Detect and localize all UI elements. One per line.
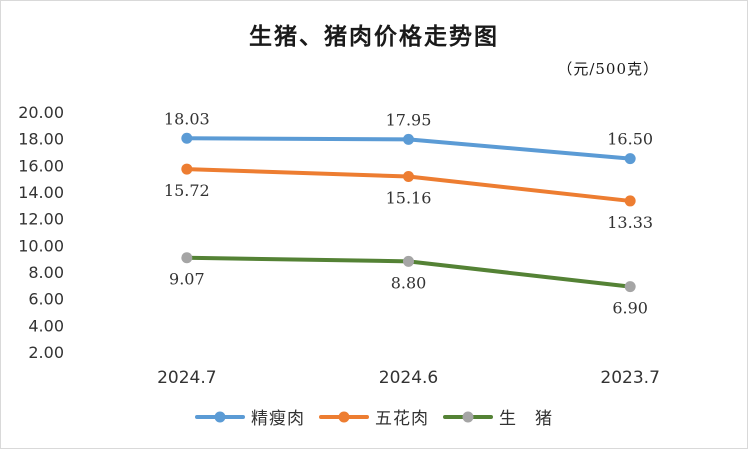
- legend-item: 精瘦肉: [195, 404, 305, 429]
- legend-swatch-marker: [338, 411, 350, 422]
- data-point: [181, 252, 193, 264]
- data-label: 6.90: [612, 299, 648, 318]
- y-tick-label: 16.00: [18, 156, 64, 175]
- data-label: 9.07: [169, 270, 205, 289]
- legend-swatch-icon: [319, 411, 369, 422]
- data-label: 8.80: [391, 273, 427, 292]
- x-tick-label: 2023.7: [600, 368, 659, 388]
- y-tick-label: 18.00: [18, 130, 64, 149]
- series-markers: [181, 132, 636, 293]
- legend: 精瘦肉 五花肉 生 猪: [1, 404, 747, 429]
- y-tick-label: 10.00: [18, 236, 64, 255]
- unit-label: （元/500克）: [557, 60, 659, 78]
- data-label: 13.33: [607, 213, 653, 232]
- x-axis: 2024.7 2024.6 2023.7: [157, 368, 660, 388]
- data-point: [403, 171, 414, 183]
- data-label: 17.95: [386, 110, 432, 129]
- y-tick-label: 14.00: [18, 183, 64, 202]
- y-tick-label: 12.00: [18, 210, 64, 229]
- x-tick-label: 2024.7: [157, 368, 216, 388]
- data-label: 15.16: [386, 189, 432, 208]
- y-tick-label: 4.00: [28, 316, 64, 335]
- data-label: 16.50: [607, 130, 653, 149]
- legend-swatch-icon: [195, 411, 245, 422]
- data-labels: 18.03 17.95 16.50 15.72 15.16 13.33 9.07 8.80 6.…: [164, 109, 653, 317]
- legend-swatch-marker: [462, 411, 474, 422]
- y-tick-label: 6.00: [28, 290, 64, 309]
- data-label: 18.03: [164, 109, 210, 128]
- x-tick-label: 2024.6: [379, 368, 438, 388]
- data-point: [624, 195, 636, 207]
- y-axis: 20.00 18.00 16.00 14.00 12.00 10.00 8.00 6.00 4.…: [18, 103, 64, 362]
- y-tick-label: 20.00: [18, 103, 64, 122]
- data-label: 15.72: [164, 181, 210, 200]
- data-point: [403, 133, 414, 145]
- data-point: [624, 281, 636, 293]
- data-point: [181, 132, 193, 144]
- legend-item: 生 猪: [443, 404, 553, 429]
- y-tick-label: 2.00: [28, 343, 64, 362]
- legend-item: 五花肉: [319, 404, 429, 429]
- legend-swatch-icon: [443, 411, 493, 422]
- legend-label: 精瘦肉: [251, 409, 305, 429]
- legend-swatch-marker: [214, 411, 226, 422]
- chart-title: 生猪、猪肉价格走势图: [249, 23, 499, 50]
- data-point: [403, 255, 414, 267]
- legend-label: 生 猪: [499, 409, 553, 429]
- legend-label: 五花肉: [375, 409, 429, 429]
- data-point: [624, 153, 636, 165]
- data-point: [181, 163, 193, 175]
- y-tick-label: 8.00: [28, 263, 64, 282]
